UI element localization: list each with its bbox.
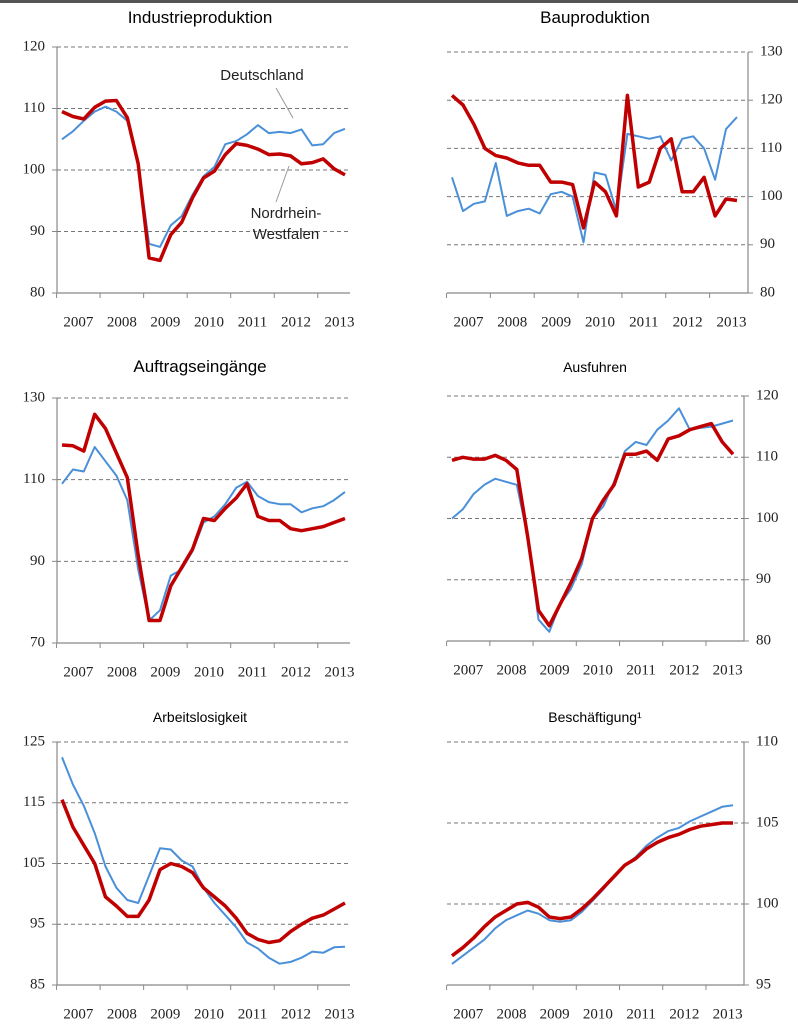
x-tick-label: 2010 [194, 1006, 224, 1022]
x-tick-label: 2011 [238, 314, 267, 330]
x-tick-label: 2013 [325, 664, 355, 680]
x-tick-label: 2012 [281, 1006, 311, 1022]
series-line [450, 93, 738, 230]
series-line [450, 821, 733, 958]
x-tick-label: 2008 [497, 314, 527, 330]
x-tick-label: 2010 [194, 314, 224, 330]
x-tick-label: 2011 [626, 1006, 655, 1022]
x-tick-label: 2010 [194, 664, 224, 680]
chart-title: Arbeitslosigkeit [153, 709, 247, 725]
x-tick-label: 2011 [238, 664, 267, 680]
y-tick-label: 85 [30, 976, 45, 992]
x-tick-label: 2011 [626, 662, 655, 678]
x-tick-label: 2010 [583, 1006, 613, 1022]
annotation-leader [275, 165, 290, 203]
x-tick-label: 2012 [281, 314, 311, 330]
x-tick-label: 2012 [673, 314, 703, 330]
y-tick-label: 80 [756, 632, 771, 648]
x-tick-label: 2007 [453, 314, 484, 330]
series-line [61, 756, 346, 965]
chart-title: Beschäftigung¹ [548, 709, 642, 725]
y-tick-label: 100 [23, 161, 46, 177]
x-tick-label: 2008 [496, 1006, 526, 1022]
x-tick-label: 2011 [629, 314, 658, 330]
y-tick-label: 100 [756, 895, 779, 911]
x-tick-label: 2012 [669, 1006, 699, 1022]
x-tick-label: 2007 [63, 664, 94, 680]
x-tick-label: 2007 [63, 1006, 94, 1022]
x-tick-label: 2013 [713, 1006, 743, 1022]
y-tick-label: 95 [30, 916, 45, 932]
series-line [451, 116, 738, 244]
x-tick-label: 2009 [150, 1006, 180, 1022]
y-tick-label: 90 [30, 553, 45, 569]
y-tick-label: 90 [756, 571, 771, 587]
y-tick-label: 110 [756, 733, 778, 749]
series-line [451, 421, 735, 628]
annotation-line: Westfalen [253, 226, 319, 243]
annotation-leader [275, 87, 294, 119]
y-tick-label: 130 [23, 389, 46, 405]
annotation-line: Nordrhein- [251, 205, 322, 222]
series-annotation: Nordrhein- Westfalen [251, 205, 322, 243]
x-tick-label: 2007 [63, 314, 94, 330]
x-tick-label: 2009 [540, 1006, 570, 1022]
x-tick-label: 2012 [281, 664, 311, 680]
y-tick-label: 100 [760, 188, 783, 204]
y-tick-label: 70 [30, 634, 45, 650]
series-annotation: Deutschland [220, 67, 303, 84]
x-tick-label: 2008 [107, 664, 137, 680]
x-tick-label: 2012 [669, 662, 699, 678]
series-line [61, 446, 346, 622]
series-line [61, 412, 346, 623]
x-tick-label: 2013 [325, 314, 355, 330]
x-tick-label: 2008 [107, 1006, 137, 1022]
series-line [60, 799, 346, 945]
x-tick-label: 2007 [453, 1006, 484, 1022]
y-tick-label: 90 [760, 236, 775, 252]
x-tick-label: 2009 [540, 662, 570, 678]
y-tick-label: 115 [23, 794, 45, 810]
chart-title: Industrieproduktion [128, 8, 273, 27]
x-tick-label: 2009 [150, 314, 180, 330]
y-tick-label: 110 [756, 449, 778, 465]
y-tick-label: 80 [760, 284, 775, 300]
y-tick-label: 110 [23, 471, 45, 487]
x-tick-label: 2009 [150, 664, 180, 680]
x-tick-label: 2013 [713, 662, 743, 678]
x-tick-label: 2008 [107, 314, 137, 330]
chart-title: Ausfuhren [563, 359, 627, 375]
x-tick-label: 2007 [453, 662, 484, 678]
x-tick-label: 2010 [585, 314, 615, 330]
y-tick-label: 80 [30, 284, 45, 300]
y-tick-label: 130 [760, 43, 783, 59]
y-tick-label: 110 [760, 140, 782, 156]
y-tick-label: 125 [23, 733, 46, 749]
x-tick-label: 2013 [717, 314, 747, 330]
y-tick-label: 100 [756, 510, 779, 526]
y-tick-label: 90 [30, 223, 45, 239]
chart-title: Bauproduktion [540, 8, 650, 27]
y-tick-label: 105 [756, 814, 779, 830]
x-tick-label: 2009 [541, 314, 571, 330]
y-tick-label: 120 [756, 387, 779, 403]
x-tick-label: 2013 [325, 1006, 355, 1022]
series-line [61, 98, 346, 263]
y-tick-label: 120 [23, 38, 46, 54]
y-tick-label: 120 [760, 92, 783, 108]
y-tick-label: 95 [756, 976, 771, 992]
chart-title: Auftragseingänge [133, 357, 266, 376]
x-tick-label: 2010 [583, 662, 613, 678]
y-tick-label: 105 [23, 855, 46, 871]
x-tick-label: 2008 [496, 662, 526, 678]
x-tick-label: 2011 [238, 1006, 267, 1022]
y-tick-label: 110 [23, 100, 45, 116]
